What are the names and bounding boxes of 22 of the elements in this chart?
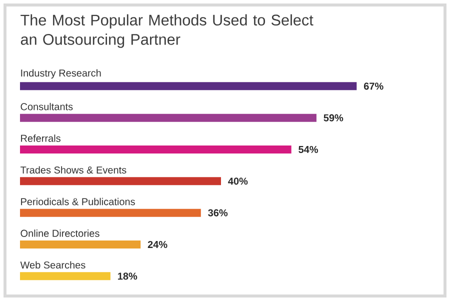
y-tick-label: Web Searches [20, 261, 86, 269]
chart-title: The Most Popular Methods Used to Select an Outsourcing Partner [20, 14, 314, 48]
y-tick-label: Online Directories [20, 230, 100, 237]
data-label: 24% [148, 240, 168, 248]
y-tick-label: Trades Shows & Events [20, 166, 126, 174]
data-label: 67% [364, 82, 384, 90]
bar [20, 114, 316, 122]
bar [20, 145, 292, 154]
data-label: 54% [298, 146, 318, 154]
y-tick-label: Consultants [20, 102, 73, 110]
bar [20, 208, 201, 217]
bar [20, 177, 221, 186]
y-tick-label: Industry Research [21, 69, 101, 79]
data-label: 36% [208, 209, 228, 216]
bar [20, 272, 110, 280]
y-tick-label: Referrals [21, 134, 60, 142]
data-label: 40% [228, 178, 248, 185]
bar [20, 240, 141, 248]
y-tick-label: Periodicals & Publications [21, 198, 135, 206]
bar [20, 82, 357, 90]
data-label: 59% [324, 114, 344, 122]
data-label: 18% [118, 272, 138, 280]
